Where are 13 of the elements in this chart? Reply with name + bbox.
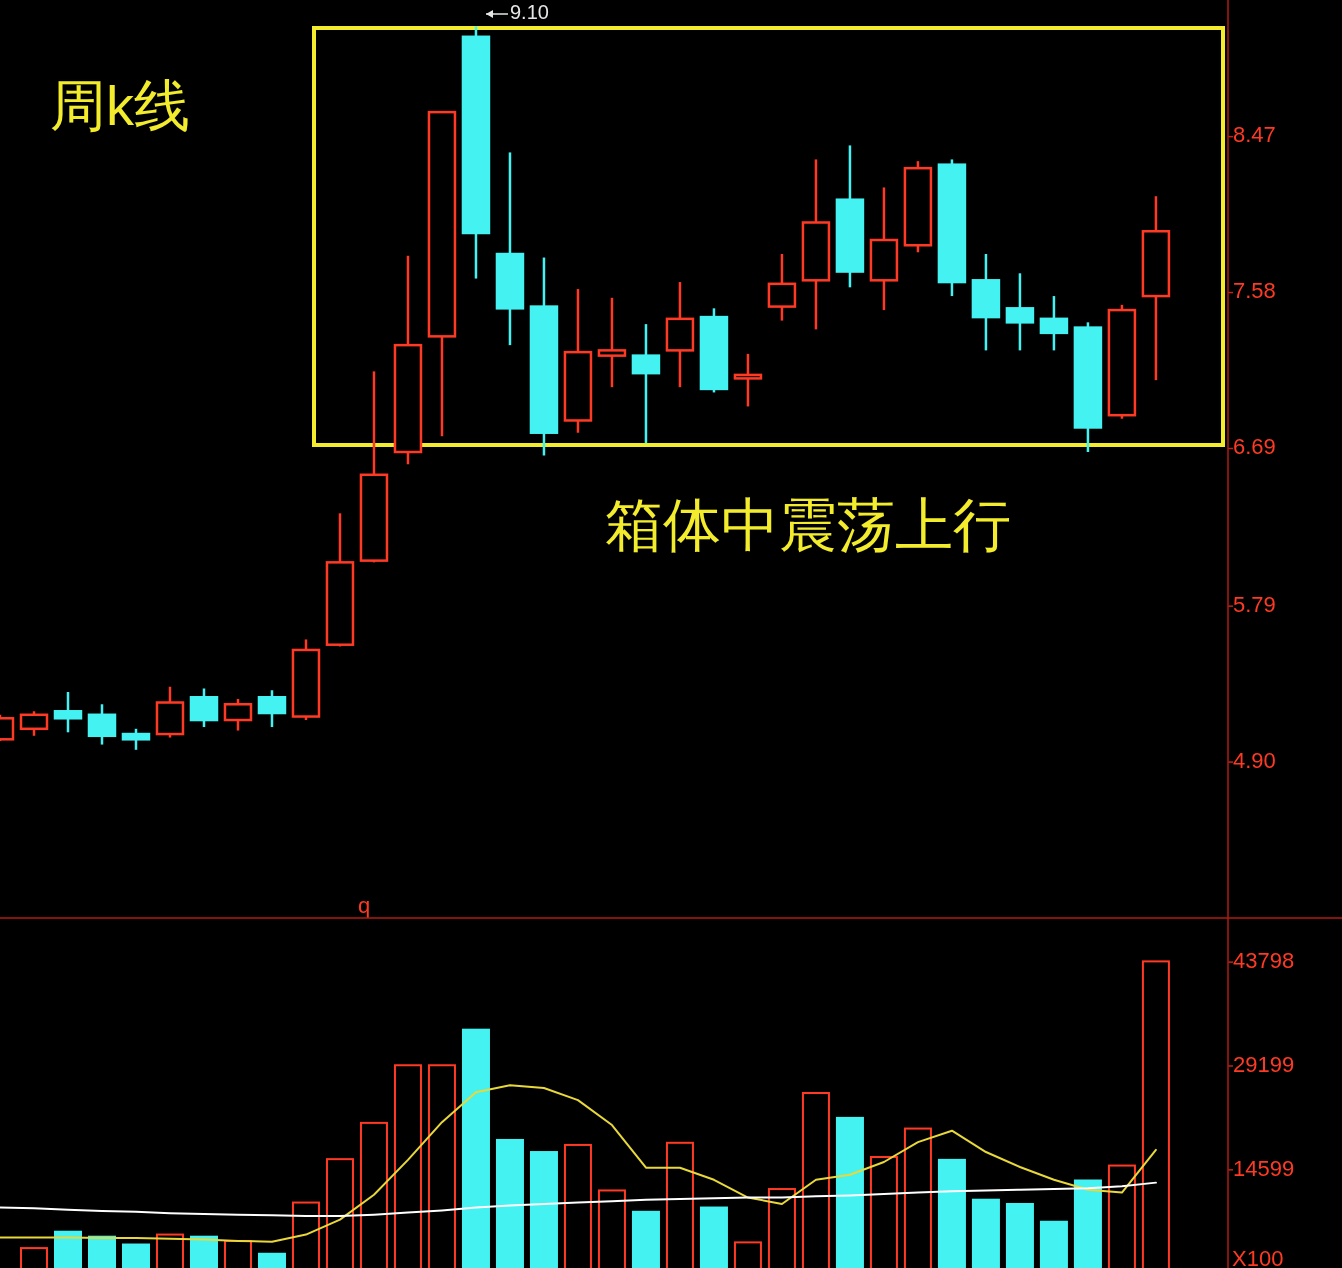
y-tick-label: 14599 bbox=[1233, 1155, 1295, 1181]
text: 周k线 bbox=[50, 74, 190, 137]
y-tick-label: 29199 bbox=[1233, 1051, 1295, 1077]
y-tick-label: 4.90 bbox=[1233, 747, 1276, 773]
annotation: 箱体中震荡上行 bbox=[605, 492, 1011, 557]
y-tick-label: 6.69 bbox=[1233, 434, 1276, 460]
y-tick-label: 5.79 bbox=[1233, 591, 1276, 617]
y-tick-label: 43798 bbox=[1233, 947, 1295, 973]
y-tick-label: 8.47 bbox=[1233, 122, 1276, 148]
annotation: q bbox=[358, 893, 371, 918]
y-axis-title: X100 bbox=[1232, 1246, 1284, 1268]
annotation: 9.10 bbox=[509, 1, 549, 24]
y-tick-label: 7.58 bbox=[1233, 278, 1276, 304]
